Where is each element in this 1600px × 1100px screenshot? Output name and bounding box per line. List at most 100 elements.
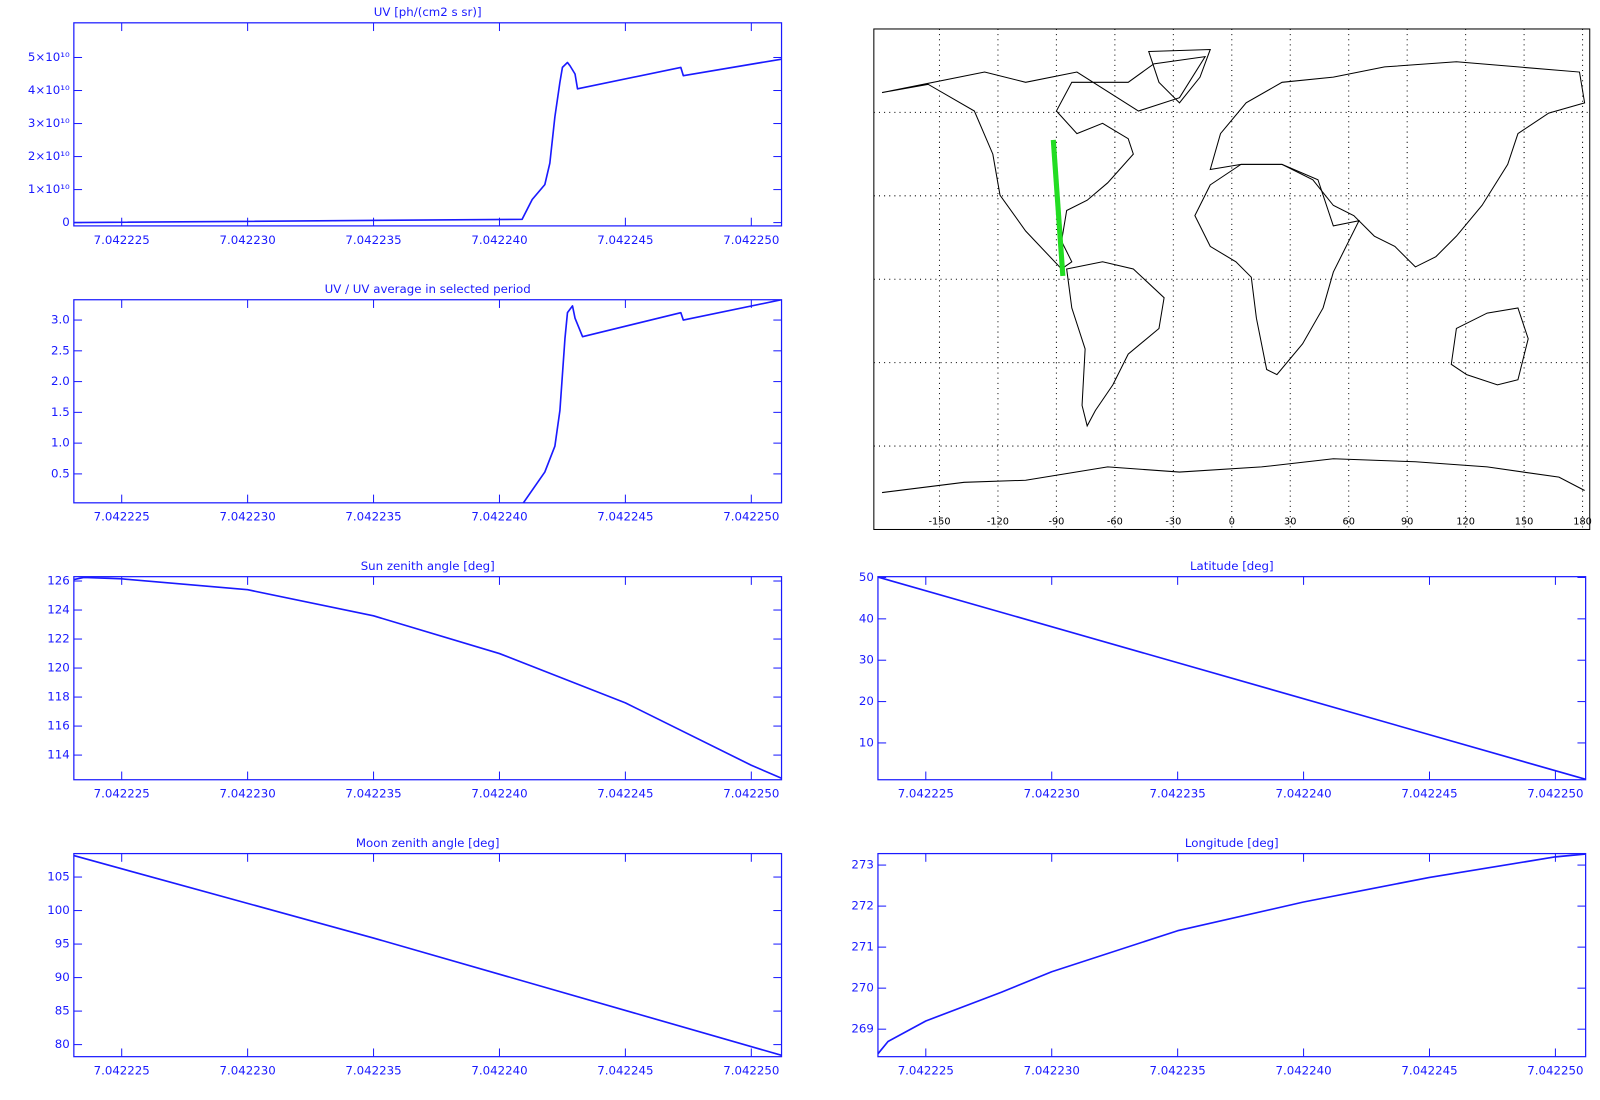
y-tick-label: 90 bbox=[55, 970, 70, 984]
plot-frame bbox=[73, 299, 783, 504]
y-tick-label: 273 bbox=[851, 858, 874, 872]
y-tick-label: 95 bbox=[55, 937, 70, 951]
x-tick-label: 7.042245 bbox=[1401, 1064, 1457, 1078]
x-tick-label: 7.042230 bbox=[220, 510, 276, 524]
plot-frame bbox=[73, 852, 783, 1058]
coastlines bbox=[881, 48, 1586, 494]
y-tick-label: 116 bbox=[47, 719, 70, 733]
x-tick-label: 7.042250 bbox=[1527, 1064, 1583, 1078]
y-tick-label: 122 bbox=[47, 632, 70, 646]
y-tick-label: 114 bbox=[47, 748, 70, 762]
x-tick-label: 7.042235 bbox=[345, 510, 401, 524]
x-tick-label: 7.042225 bbox=[94, 787, 150, 801]
y-tick-label: 1.5 bbox=[51, 405, 70, 419]
plot-frame bbox=[73, 576, 783, 781]
x-tick-label: 120 bbox=[1456, 516, 1475, 527]
y-tick-label: 20 bbox=[859, 694, 874, 708]
chart-title: Latitude [deg] bbox=[1190, 559, 1274, 573]
line-series bbox=[73, 854, 782, 1057]
x-tick-label: 7.042225 bbox=[94, 510, 150, 524]
x-tick-label: 7.042235 bbox=[345, 1064, 401, 1078]
australia bbox=[1450, 307, 1529, 386]
plot-frame bbox=[73, 22, 783, 227]
x-tick-label: 7.042240 bbox=[471, 233, 527, 247]
y-tick-label: 272 bbox=[851, 899, 874, 913]
y-tick-label: 3×10¹⁰ bbox=[28, 116, 70, 130]
y-tick-label: 100 bbox=[47, 903, 70, 917]
x-tick-label: -90 bbox=[1048, 516, 1064, 527]
x-tick-label: 7.042250 bbox=[1527, 787, 1583, 801]
x-tick-label: 7.042240 bbox=[471, 510, 527, 524]
x-tick-label: 7.042245 bbox=[1401, 787, 1457, 801]
x-tick-label: 7.042235 bbox=[1150, 787, 1206, 801]
y-tick-label: 80 bbox=[55, 1037, 70, 1051]
x-tick-label: -120 bbox=[987, 516, 1009, 527]
x-tick-label: -150 bbox=[928, 516, 950, 527]
x-tick-label: 7.042240 bbox=[471, 787, 527, 801]
antarctica bbox=[881, 458, 1585, 494]
chart-title: Sun zenith angle [deg] bbox=[361, 559, 495, 573]
line-series bbox=[73, 58, 782, 224]
x-tick-label: 7.042230 bbox=[1024, 787, 1080, 801]
x-tick-label: 7.042235 bbox=[1150, 1064, 1206, 1078]
south-america bbox=[1066, 261, 1165, 428]
x-tick-label: 7.042225 bbox=[898, 787, 954, 801]
y-tick-label: 5×10¹⁰ bbox=[28, 50, 70, 64]
x-tick-label: 7.042250 bbox=[723, 510, 779, 524]
line-series bbox=[877, 853, 1586, 1055]
x-tick-label: 7.042245 bbox=[597, 1064, 653, 1078]
x-tick-label: 150 bbox=[1515, 516, 1534, 527]
x-tick-label: 7.042250 bbox=[723, 1064, 779, 1078]
north-america bbox=[881, 56, 1207, 270]
x-tick-label: 7.042235 bbox=[345, 233, 401, 247]
y-tick-label: 10 bbox=[859, 735, 874, 749]
y-tick-label: 30 bbox=[859, 653, 874, 667]
chart-title: Longitude [deg] bbox=[1185, 836, 1279, 850]
x-tick-label: 7.042245 bbox=[597, 787, 653, 801]
x-tick-label: 0 bbox=[1229, 516, 1235, 527]
y-tick-label: 269 bbox=[851, 1022, 874, 1036]
x-tick-label: 7.042235 bbox=[345, 787, 401, 801]
x-tick-label: 7.042250 bbox=[723, 233, 779, 247]
y-tick-label: 3.0 bbox=[51, 313, 70, 327]
line-series bbox=[73, 576, 782, 780]
y-tick-label: 2.5 bbox=[51, 343, 70, 357]
map-frame bbox=[873, 28, 1591, 530]
y-tick-label: 0.5 bbox=[51, 466, 70, 480]
chart-title: Moon zenith angle [deg] bbox=[356, 836, 500, 850]
y-tick-label: 0 bbox=[62, 215, 70, 229]
x-tick-label: 7.042245 bbox=[597, 510, 653, 524]
y-tick-label: 40 bbox=[859, 611, 874, 625]
chart-title: UV / UV average in selected period bbox=[325, 282, 531, 296]
x-tick-label: 90 bbox=[1401, 516, 1413, 527]
greenland bbox=[1148, 48, 1212, 104]
y-tick-label: 2.0 bbox=[51, 374, 70, 388]
line-series bbox=[877, 576, 1586, 780]
x-tick-label: 60 bbox=[1343, 516, 1355, 527]
y-tick-label: 85 bbox=[55, 1004, 70, 1018]
y-tick-label: 2×10¹⁰ bbox=[28, 149, 70, 163]
x-tick-label: 7.042250 bbox=[723, 787, 779, 801]
y-tick-label: 270 bbox=[851, 981, 874, 995]
x-tick-label: 7.042240 bbox=[1275, 1064, 1331, 1078]
y-tick-label: 124 bbox=[47, 603, 70, 617]
x-tick-label: 7.042230 bbox=[220, 787, 276, 801]
x-tick-label: 30 bbox=[1284, 516, 1296, 527]
plot-frame bbox=[877, 576, 1587, 781]
x-tick-label: 7.042230 bbox=[1024, 1064, 1080, 1078]
chart-title: UV [ph/(cm2 s sr)] bbox=[374, 5, 482, 19]
africa bbox=[1194, 163, 1360, 376]
x-tick-label: 7.042225 bbox=[94, 1064, 150, 1078]
x-tick-label: 7.042245 bbox=[597, 233, 653, 247]
line-series bbox=[522, 299, 782, 503]
ground-track bbox=[1050, 139, 1066, 277]
y-tick-label: 1×10¹⁰ bbox=[28, 182, 70, 196]
y-tick-label: 4×10¹⁰ bbox=[28, 83, 70, 97]
y-tick-label: 1.0 bbox=[51, 436, 70, 450]
y-tick-label: 105 bbox=[47, 870, 70, 884]
x-tick-label: 7.042225 bbox=[94, 233, 150, 247]
y-tick-label: 50 bbox=[859, 570, 874, 584]
y-tick-label: 126 bbox=[47, 574, 70, 588]
